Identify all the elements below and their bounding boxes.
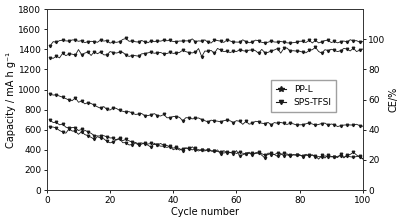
Y-axis label: Capacity / mA h g⁻¹: Capacity / mA h g⁻¹ bbox=[6, 52, 16, 148]
X-axis label: Cycle number: Cycle number bbox=[171, 207, 239, 217]
Legend: PP-L, SPS-TFSI: PP-L, SPS-TFSI bbox=[271, 80, 336, 112]
Y-axis label: CE/%: CE/% bbox=[388, 87, 398, 112]
